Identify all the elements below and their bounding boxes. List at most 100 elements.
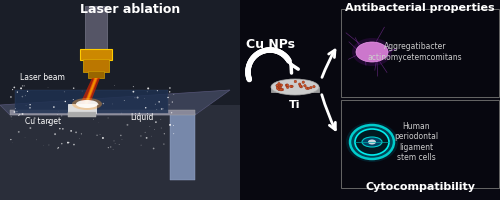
FancyBboxPatch shape: [341, 100, 499, 188]
Ellipse shape: [59, 128, 60, 129]
Ellipse shape: [12, 89, 13, 90]
Ellipse shape: [278, 88, 280, 91]
Bar: [68, 104, 96, 113]
Ellipse shape: [10, 139, 12, 140]
Ellipse shape: [73, 144, 75, 145]
Ellipse shape: [310, 86, 312, 89]
Ellipse shape: [168, 97, 169, 98]
Ellipse shape: [132, 91, 134, 93]
Ellipse shape: [158, 101, 160, 103]
FancyArrowPatch shape: [322, 50, 335, 77]
Ellipse shape: [24, 85, 25, 86]
Ellipse shape: [72, 108, 73, 110]
Ellipse shape: [300, 85, 302, 88]
Ellipse shape: [64, 91, 65, 92]
Ellipse shape: [146, 137, 148, 139]
Ellipse shape: [14, 111, 16, 113]
Ellipse shape: [280, 88, 282, 91]
Ellipse shape: [114, 85, 115, 86]
Ellipse shape: [53, 106, 54, 108]
Ellipse shape: [19, 114, 20, 115]
Ellipse shape: [278, 82, 280, 85]
Ellipse shape: [102, 103, 104, 104]
Ellipse shape: [306, 87, 308, 89]
Text: Aggregatibacter
actinomycetemcomitans: Aggregatibacter actinomycetemcomitans: [368, 42, 462, 62]
Ellipse shape: [155, 104, 156, 105]
Ellipse shape: [10, 96, 12, 98]
FancyBboxPatch shape: [341, 9, 499, 97]
Ellipse shape: [16, 111, 18, 112]
Polygon shape: [15, 90, 168, 113]
Polygon shape: [80, 78, 100, 104]
Ellipse shape: [155, 121, 156, 123]
Ellipse shape: [110, 146, 112, 148]
Ellipse shape: [72, 98, 102, 110]
Polygon shape: [10, 110, 195, 115]
Ellipse shape: [299, 85, 302, 87]
Ellipse shape: [18, 115, 20, 116]
Ellipse shape: [161, 128, 162, 129]
Polygon shape: [84, 78, 98, 104]
Bar: [83, 59, 109, 72]
Ellipse shape: [115, 143, 116, 144]
Ellipse shape: [134, 97, 136, 98]
Ellipse shape: [157, 90, 158, 91]
Ellipse shape: [15, 108, 16, 109]
Ellipse shape: [279, 87, 281, 89]
Ellipse shape: [70, 130, 72, 132]
Ellipse shape: [312, 85, 315, 88]
Bar: [240, 0, 340, 200]
Text: Antibacterial properties: Antibacterial properties: [345, 3, 495, 13]
Ellipse shape: [169, 124, 171, 126]
Ellipse shape: [20, 87, 22, 89]
Ellipse shape: [96, 135, 98, 136]
Ellipse shape: [144, 132, 146, 133]
Ellipse shape: [346, 122, 398, 162]
Ellipse shape: [22, 96, 23, 97]
Ellipse shape: [298, 83, 301, 85]
Ellipse shape: [57, 148, 58, 149]
Ellipse shape: [173, 133, 174, 134]
Ellipse shape: [352, 38, 392, 66]
Ellipse shape: [30, 127, 32, 129]
Ellipse shape: [271, 79, 319, 95]
Polygon shape: [85, 78, 97, 104]
Ellipse shape: [64, 101, 66, 102]
Bar: [340, 0, 500, 200]
Ellipse shape: [151, 136, 152, 137]
Ellipse shape: [34, 117, 35, 119]
Ellipse shape: [75, 131, 77, 133]
Ellipse shape: [73, 99, 74, 100]
Ellipse shape: [140, 135, 141, 137]
Ellipse shape: [147, 91, 148, 92]
Text: Liquid: Liquid: [130, 114, 154, 122]
Ellipse shape: [43, 145, 44, 146]
Bar: [88, 71, 104, 78]
Ellipse shape: [164, 133, 165, 134]
Ellipse shape: [276, 84, 278, 87]
Ellipse shape: [18, 131, 20, 133]
Ellipse shape: [279, 85, 281, 87]
Ellipse shape: [277, 85, 280, 88]
Ellipse shape: [133, 86, 134, 87]
Ellipse shape: [307, 87, 310, 90]
Ellipse shape: [76, 100, 98, 108]
Ellipse shape: [290, 85, 292, 88]
Ellipse shape: [304, 84, 306, 87]
Ellipse shape: [113, 149, 114, 150]
Ellipse shape: [67, 142, 69, 144]
Ellipse shape: [62, 128, 64, 130]
Ellipse shape: [14, 87, 15, 88]
Bar: [80, 49, 112, 60]
Ellipse shape: [302, 81, 304, 83]
Polygon shape: [0, 105, 240, 200]
Ellipse shape: [145, 107, 146, 109]
Ellipse shape: [138, 113, 140, 114]
Text: Cytocompatibility: Cytocompatibility: [365, 182, 475, 192]
Ellipse shape: [286, 84, 288, 86]
Ellipse shape: [73, 109, 74, 110]
Text: Cu target: Cu target: [25, 117, 61, 127]
Ellipse shape: [58, 147, 59, 148]
Ellipse shape: [81, 133, 82, 134]
Ellipse shape: [294, 80, 296, 83]
